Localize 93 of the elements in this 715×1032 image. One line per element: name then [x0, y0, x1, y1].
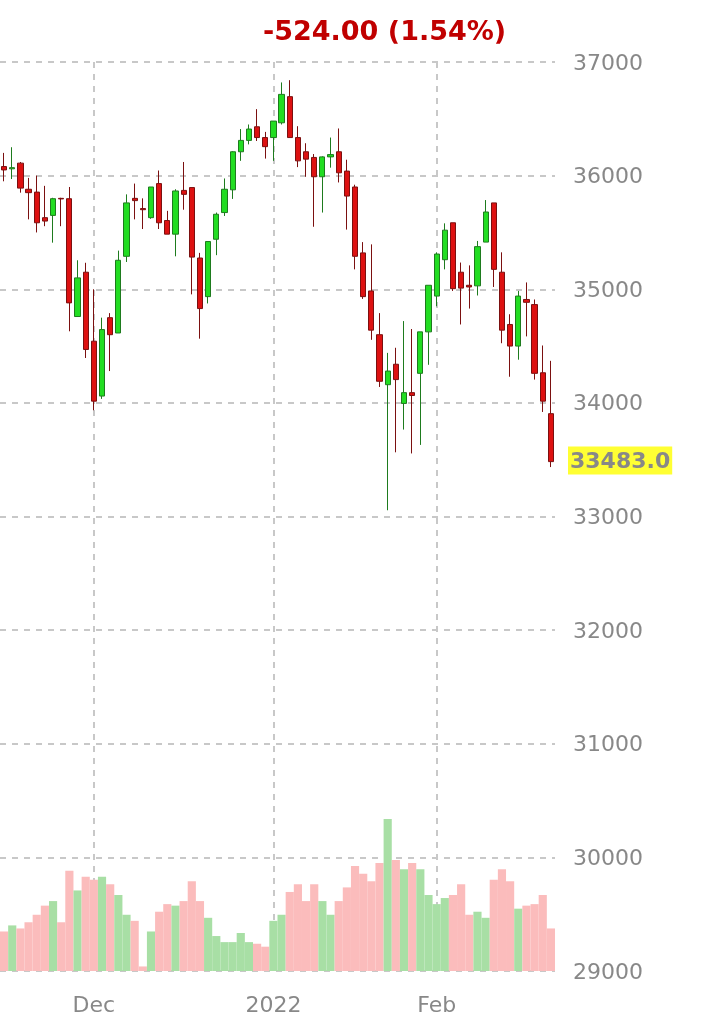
- y-tick-label: 34000: [573, 390, 643, 416]
- candlestick: [66, 186, 72, 332]
- candlestick: [393, 347, 399, 453]
- candlestick: [474, 240, 481, 296]
- candlestick: [311, 153, 317, 228]
- candlestick: [17, 161, 24, 194]
- candlestick: [458, 262, 464, 325]
- bar: [383, 819, 392, 971]
- x-tick-label: Feb: [417, 991, 457, 1017]
- y-tick-label: 36000: [573, 163, 643, 189]
- y-tick-label: 37000: [573, 49, 643, 75]
- bar: [408, 863, 417, 971]
- candlestick: [83, 262, 89, 359]
- bar: [97, 876, 107, 971]
- candlestick: [254, 108, 260, 142]
- candlestick: [352, 184, 358, 270]
- candlestick: [466, 264, 472, 310]
- candlestick: [246, 123, 252, 145]
- candlestick: [74, 259, 81, 318]
- candlestick: [409, 328, 415, 454]
- y-tick-label: 31000: [573, 731, 643, 757]
- candlestick: [164, 210, 170, 235]
- candlestick: [238, 128, 244, 162]
- candlestick: [385, 352, 391, 511]
- x-tick-label: Dec: [72, 991, 116, 1017]
- candlestick: [507, 313, 513, 378]
- candlestick: [344, 159, 350, 231]
- candlestick: [230, 150, 236, 200]
- y-tick-label: 35000: [573, 276, 643, 302]
- candlestick: [123, 193, 130, 263]
- y-tick-label: 33000: [573, 504, 643, 529]
- candlestick: [50, 197, 56, 244]
- candlestick: [450, 222, 456, 292]
- candlestick: [58, 197, 64, 227]
- candlestick: [156, 170, 162, 230]
- candlestick: [132, 183, 138, 220]
- bar: [391, 860, 400, 971]
- candlestick: [327, 137, 334, 169]
- candlestick: [523, 281, 530, 337]
- candlestick: [9, 146, 15, 180]
- candlestick: [376, 312, 383, 388]
- candlestick: [425, 284, 432, 366]
- x-tick-label: 2022: [245, 991, 302, 1017]
- candlestick: [287, 79, 293, 139]
- bar: [48, 901, 58, 971]
- candlestick: [515, 290, 521, 361]
- candlestick: [319, 155, 325, 214]
- candlestick: [262, 131, 268, 160]
- bar: [146, 931, 156, 971]
- candlestick: [221, 177, 228, 217]
- text: 33483.0: [570, 448, 671, 474]
- y-tick-label: 30000: [573, 844, 643, 870]
- candlestick: [368, 243, 374, 341]
- bar: [0, 931, 9, 971]
- y-tick-label: 29000: [573, 958, 643, 984]
- candlestick: [548, 360, 554, 468]
- candlestick: [42, 185, 48, 227]
- candlestick: [1, 152, 7, 182]
- candlestick: [197, 252, 203, 340]
- candlestick: [483, 199, 489, 243]
- candlestick: [91, 288, 97, 411]
- candlestick: [205, 241, 211, 304]
- candlestick: [172, 188, 179, 257]
- candlestick: [34, 175, 40, 233]
- chart-title: -524.00 (1.54%): [263, 15, 507, 46]
- candlestick: [181, 161, 187, 211]
- candlestick: [336, 127, 342, 183]
- candlestick: [213, 212, 219, 256]
- candlestick: [417, 331, 423, 446]
- candlestick: [540, 344, 546, 413]
- candlestick: [295, 125, 301, 168]
- bar: [8, 925, 17, 971]
- candlestick: [115, 250, 121, 334]
- candlestick: [99, 317, 105, 400]
- candlestick: [189, 187, 195, 295]
- candlestick: [499, 251, 505, 344]
- candlestick: [531, 298, 538, 381]
- candlestick: [107, 312, 113, 372]
- candlestick: [491, 202, 497, 288]
- bar: [106, 884, 115, 971]
- candlestick: [401, 320, 407, 431]
- candlestick: [148, 186, 154, 220]
- bar: [514, 908, 523, 971]
- candlestick: [25, 177, 32, 220]
- candlestick: [360, 241, 366, 300]
- candlestick: [434, 251, 440, 307]
- bar: [399, 869, 409, 971]
- candlestick: [442, 222, 448, 270]
- candlestick: [303, 142, 309, 178]
- candlestick: [140, 197, 146, 230]
- y-tick-label: 32000: [573, 617, 643, 643]
- bar: [73, 890, 82, 971]
- bar: [171, 905, 180, 971]
